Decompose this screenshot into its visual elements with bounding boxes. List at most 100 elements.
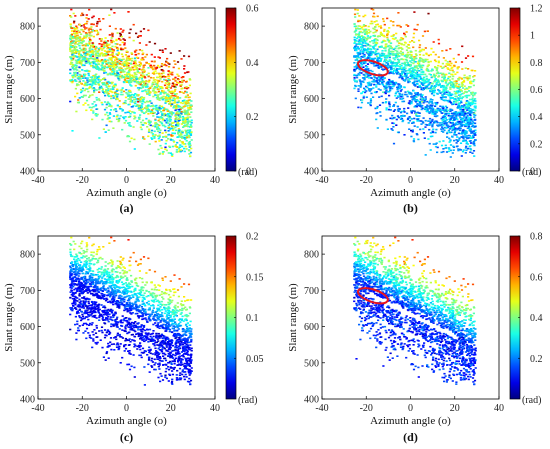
data-point xyxy=(104,37,107,39)
data-point xyxy=(94,50,97,52)
data-point xyxy=(110,41,113,44)
data-point xyxy=(417,112,420,114)
data-point xyxy=(87,58,90,61)
data-point xyxy=(135,93,138,96)
data-point xyxy=(425,108,428,110)
data-point xyxy=(157,90,160,93)
data-point xyxy=(134,53,138,56)
data-point xyxy=(171,71,174,74)
data-point xyxy=(189,126,193,128)
data-point xyxy=(380,45,383,47)
data-point xyxy=(84,94,87,97)
data-point xyxy=(414,92,417,94)
data-point xyxy=(434,109,437,111)
data-point xyxy=(385,89,388,91)
data-point xyxy=(101,69,104,71)
data-point xyxy=(69,79,72,81)
data-point xyxy=(156,76,159,79)
data-point xyxy=(442,99,445,101)
data-point xyxy=(157,135,160,137)
data-point xyxy=(71,45,74,47)
data-point xyxy=(136,70,140,73)
data-point xyxy=(388,102,391,105)
data-point xyxy=(411,75,414,77)
data-point xyxy=(148,130,151,132)
data-point xyxy=(110,311,114,314)
colorbar-tick-label: 0.4 xyxy=(530,112,543,123)
data-point xyxy=(365,50,368,52)
data-point xyxy=(458,98,461,100)
data-point xyxy=(447,63,450,66)
data-point xyxy=(84,88,87,90)
data-point xyxy=(103,46,106,48)
data-point xyxy=(462,135,465,138)
data-point xyxy=(382,54,385,57)
data-point xyxy=(387,82,390,84)
data-point xyxy=(358,56,361,59)
data-point xyxy=(394,37,397,39)
data-point xyxy=(412,46,415,49)
data-point xyxy=(119,362,122,364)
data-point xyxy=(412,73,415,76)
data-point xyxy=(190,100,193,102)
data-point xyxy=(173,85,176,88)
data-point xyxy=(410,55,413,58)
data-point xyxy=(167,124,170,127)
data-point xyxy=(364,42,367,44)
data-point xyxy=(174,145,177,147)
data-point xyxy=(121,69,124,71)
data-point xyxy=(78,70,81,73)
data-point xyxy=(110,59,113,62)
data-point xyxy=(168,115,171,118)
data-point xyxy=(435,111,438,114)
data-point xyxy=(170,154,173,156)
data-point xyxy=(356,33,359,36)
data-point xyxy=(389,20,392,22)
data-point xyxy=(358,41,361,44)
data-point xyxy=(125,59,128,61)
data-point xyxy=(184,112,187,114)
data-point xyxy=(376,81,379,84)
data-point xyxy=(175,111,178,114)
data-point xyxy=(183,150,186,153)
data-point xyxy=(417,117,420,120)
data-point xyxy=(464,95,467,97)
data-point xyxy=(451,84,454,87)
data-point xyxy=(152,79,155,81)
data-point xyxy=(353,62,356,64)
data-point xyxy=(158,124,161,127)
data-point xyxy=(442,124,445,127)
data-point xyxy=(188,141,191,143)
y-tick-label: 500 xyxy=(304,130,319,141)
data-point xyxy=(153,136,156,138)
data-point xyxy=(131,77,134,80)
data-point xyxy=(459,121,462,124)
data-point xyxy=(161,348,164,351)
data-point xyxy=(402,67,405,69)
data-point xyxy=(426,100,429,103)
data-point xyxy=(116,32,119,34)
data-point xyxy=(405,31,408,33)
data-point xyxy=(448,148,451,150)
data-point xyxy=(448,115,451,118)
data-point xyxy=(402,100,406,103)
data-point xyxy=(464,112,467,115)
data-point xyxy=(69,48,72,51)
data-point xyxy=(177,128,180,130)
data-point xyxy=(367,53,370,55)
data-point xyxy=(174,126,177,129)
data-point xyxy=(396,86,399,89)
data-point xyxy=(449,48,452,50)
data-point xyxy=(157,137,160,140)
data-point xyxy=(187,107,190,109)
data-point xyxy=(105,88,108,91)
data-point xyxy=(416,78,419,80)
data-point xyxy=(124,54,127,56)
data-point xyxy=(119,115,122,117)
data-point xyxy=(115,63,118,66)
data-point xyxy=(353,31,356,33)
data-point xyxy=(474,107,477,109)
data-point xyxy=(106,40,110,42)
data-point xyxy=(129,28,132,31)
